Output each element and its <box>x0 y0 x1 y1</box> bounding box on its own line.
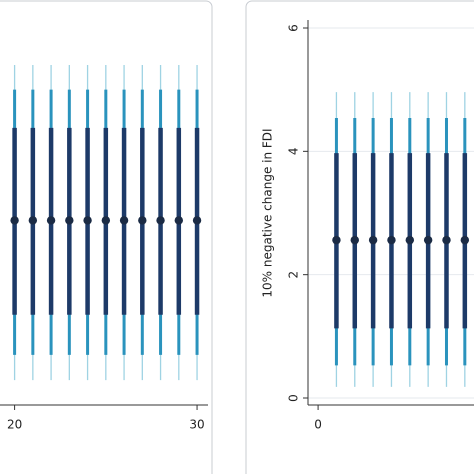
point <box>28 216 38 225</box>
point <box>460 235 470 245</box>
x-tick-label: 0 <box>314 418 322 432</box>
point <box>405 235 415 245</box>
point <box>46 216 56 225</box>
point <box>83 216 92 225</box>
point <box>192 216 202 225</box>
point <box>156 216 165 225</box>
y-tick-label: 2 <box>287 271 301 279</box>
y-tick-label: 4 <box>287 148 301 156</box>
point <box>101 216 111 225</box>
point <box>119 216 129 225</box>
point <box>350 235 359 245</box>
point <box>174 216 184 225</box>
point <box>10 216 19 225</box>
point <box>423 235 433 245</box>
y-tick-label: 6 <box>287 24 301 32</box>
y-tick-label: 0 <box>287 394 301 402</box>
point <box>138 216 147 225</box>
x-tick-label: 30 <box>189 418 204 432</box>
y-axis-label: 10% negative change in FDI <box>261 128 275 297</box>
point <box>65 216 74 225</box>
point <box>368 235 378 245</box>
x-tick-label: 20 <box>7 418 22 432</box>
point <box>387 235 396 245</box>
right-panel <box>245 0 474 474</box>
point <box>332 235 341 245</box>
point <box>442 235 451 245</box>
